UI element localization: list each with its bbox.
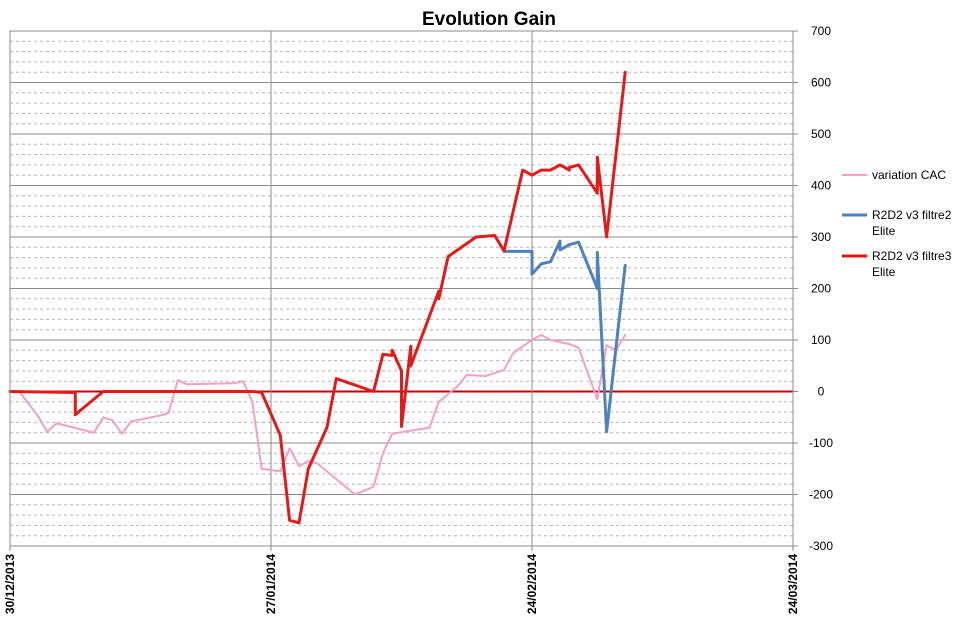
legend-label: Elite (872, 265, 896, 279)
y-tick-label: 300 (811, 230, 831, 244)
legend-label: Elite (872, 224, 896, 238)
x-tick-label: 24/03/2014 (786, 554, 800, 614)
series-line (502, 239, 627, 434)
y-tick-label: 600 (811, 76, 831, 90)
axes: 700 600 500 400 300 200 100 0 -100 -200 -300 30/12/… (3, 24, 833, 614)
series-layer (8, 70, 627, 525)
series-line (18, 333, 627, 496)
y-tick-label: 0 (818, 385, 825, 399)
y-tick-label: 200 (811, 282, 831, 296)
series-line (8, 70, 627, 525)
y-tick-label: 400 (811, 179, 831, 193)
x-tick-label: 30/12/2013 (3, 554, 17, 614)
y-tick-label: 700 (811, 24, 831, 38)
x-tick-label: 24/02/2014 (525, 554, 539, 614)
legend-label: R2D2 v3 filtre2 (872, 208, 952, 222)
legend-label: variation CAC (872, 168, 946, 182)
y-tick-label: 500 (811, 127, 831, 141)
x-tick-label: 27/01/2014 (264, 554, 278, 614)
y-tick-label: -100 (809, 436, 833, 450)
chart-title: Evolution Gain (422, 9, 556, 30)
y-tick-label: -200 (809, 488, 833, 502)
legend-label: R2D2 v3 filtre3 (872, 249, 952, 263)
legend: variation CAC R2D2 v3 filtre2 Elite R2D2 v3… (842, 168, 952, 279)
y-tick-label: -300 (809, 539, 833, 553)
y-tick-label: 100 (811, 333, 831, 347)
